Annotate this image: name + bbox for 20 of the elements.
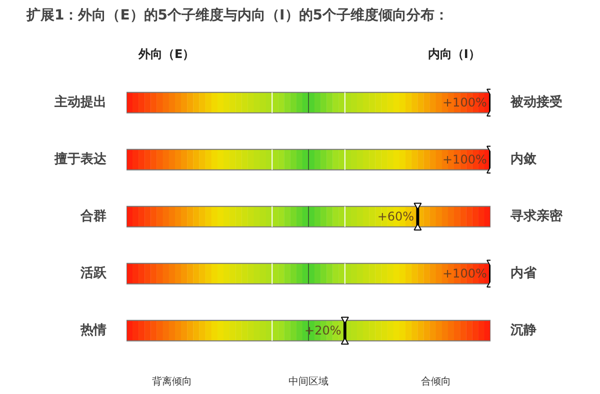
data-label: +100% xyxy=(442,266,487,281)
text: 扩展1：外向（E）的5个子维度与内向（I）的5个子维度倾向分布： xyxy=(26,6,448,24)
data-label: +100% xyxy=(442,96,487,110)
category-label: 热情 xyxy=(80,323,106,338)
category-label: 擅于表达 xyxy=(54,151,108,168)
category-label: 活跃 xyxy=(80,266,108,282)
category-label: 合群 xyxy=(80,208,106,224)
data-label: +60% xyxy=(377,210,414,224)
category-label: 内敛 xyxy=(510,152,536,168)
text: 中间区域 xyxy=(288,375,328,388)
category-label: 主动提出 xyxy=(54,94,106,110)
text: 内向（I） xyxy=(428,47,480,62)
category-label: 寻求亲密 xyxy=(510,209,562,224)
text: 合倾向 xyxy=(420,375,451,388)
data-label: +100% xyxy=(442,152,487,167)
category-label: 被动接受 xyxy=(510,95,562,110)
category-label: 内省 xyxy=(510,266,536,282)
text: 外向（E） xyxy=(137,47,195,62)
text: 背离倾向 xyxy=(152,375,192,388)
category-label: 沉静 xyxy=(510,323,536,338)
